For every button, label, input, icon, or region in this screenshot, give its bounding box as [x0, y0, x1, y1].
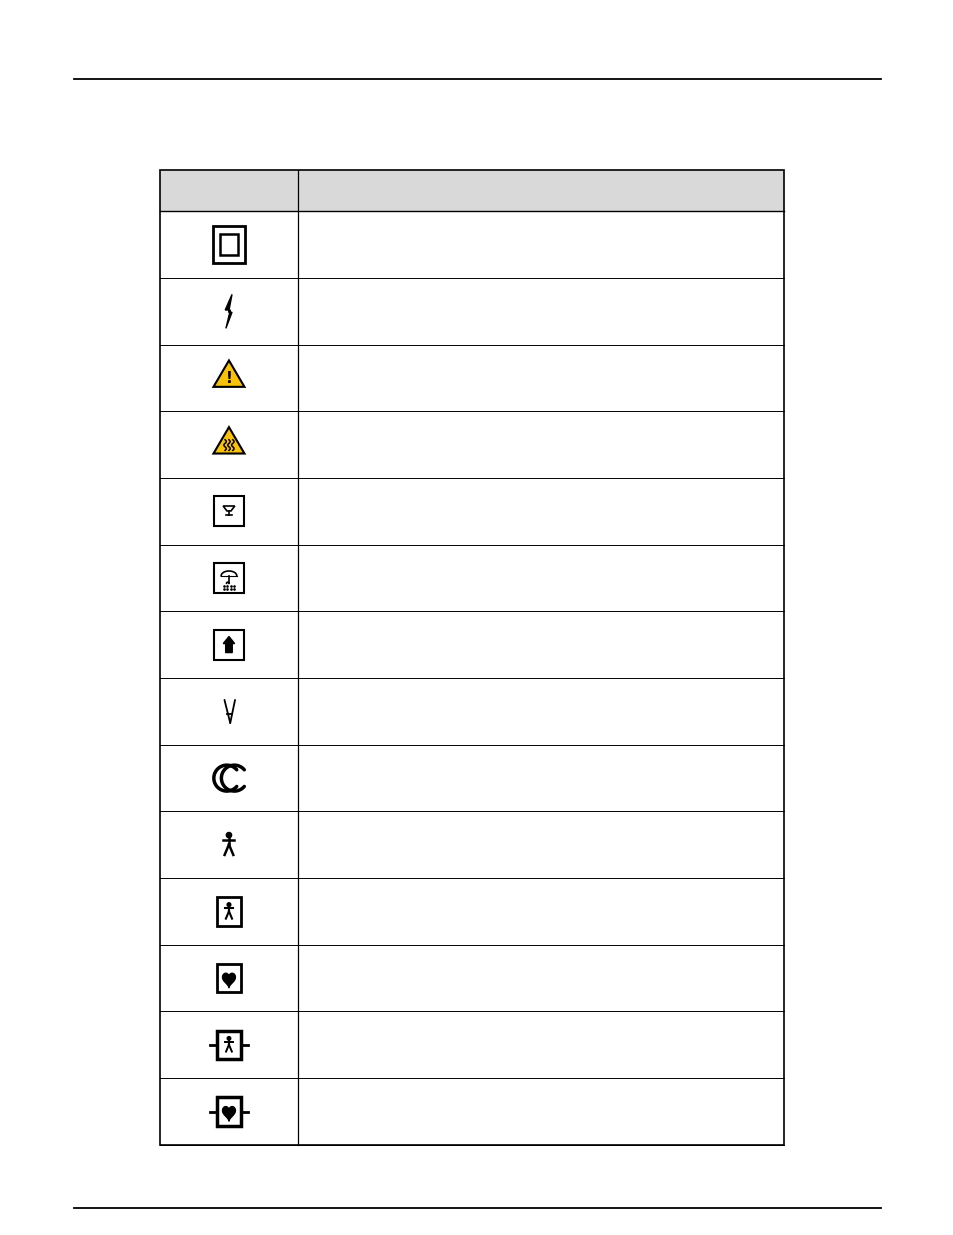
Polygon shape	[222, 973, 235, 988]
Bar	[160, 170, 783, 211]
Polygon shape	[223, 636, 234, 652]
Bar	[213, 563, 244, 593]
Polygon shape	[213, 361, 244, 387]
Bar	[219, 233, 238, 256]
Bar	[216, 897, 241, 926]
Circle shape	[226, 832, 232, 837]
Polygon shape	[222, 1107, 235, 1121]
Polygon shape	[213, 427, 244, 453]
Circle shape	[227, 1036, 231, 1040]
Bar	[216, 1097, 241, 1126]
Bar	[216, 963, 241, 993]
Bar	[213, 496, 244, 526]
Bar	[160, 170, 783, 1145]
Circle shape	[227, 903, 231, 906]
Bar	[213, 630, 244, 659]
Text: !: !	[225, 372, 233, 387]
Bar	[213, 226, 245, 263]
Bar	[216, 1030, 241, 1060]
Polygon shape	[225, 294, 232, 329]
